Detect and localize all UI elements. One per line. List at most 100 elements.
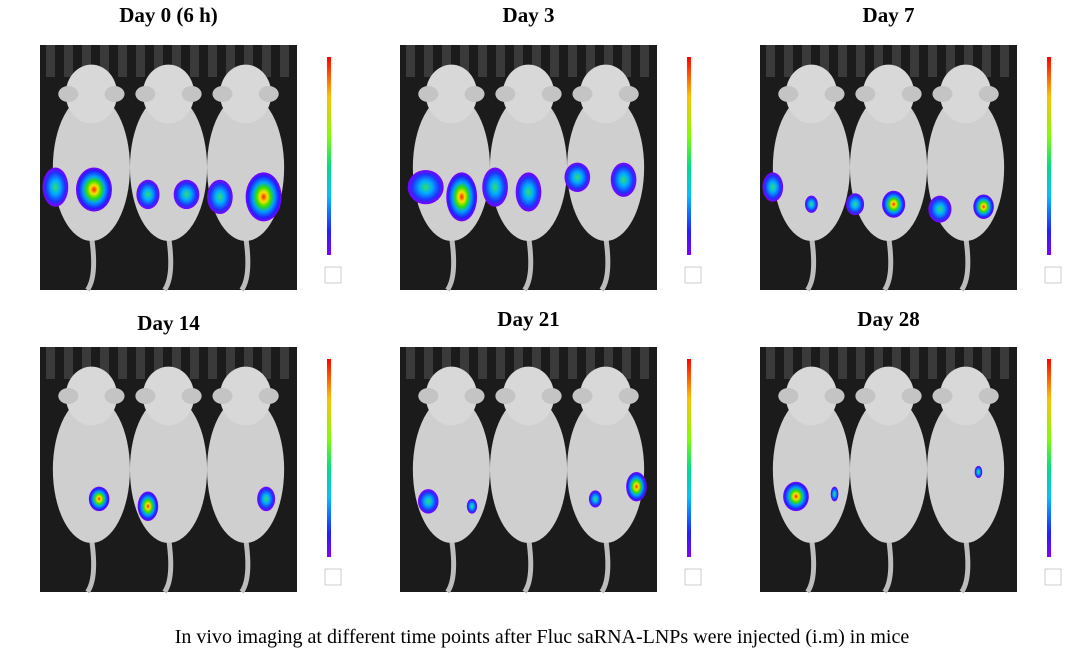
mouse-ear [495,86,516,102]
holder-bar [766,347,775,379]
holder-bar [64,347,73,379]
scale-legend-box [324,266,342,284]
mouse-tail [959,235,971,292]
holder-bar [460,45,469,77]
mouse-tail [599,537,611,594]
holder-bar [64,45,73,77]
panel-title: Day 0 (6 h) [119,3,218,27]
mouse-head [579,64,632,124]
mouse-body [52,94,130,241]
color-scale [327,359,331,557]
mouse-ear [824,388,845,404]
holder-bar [442,347,451,379]
holder-bar [1000,347,1009,379]
holder-bar [964,347,973,379]
mouse-ear [932,86,953,102]
holder-bar [874,45,883,77]
mouse-ear [495,388,516,404]
holder-bar [568,45,577,77]
luminescence-signal [137,491,159,521]
holder-bar [46,347,55,379]
luminescence-signal [245,172,282,222]
holder-bar [586,347,595,379]
mouse-ear [418,86,439,102]
luminescence-signal [882,190,906,218]
holder-bar [514,45,523,77]
luminescence-signal [610,162,637,197]
mouse-head [142,64,195,124]
holder-bar [820,45,829,77]
scale-legend-box [684,266,702,284]
holder-bar [208,347,217,379]
holder-bar [586,45,595,77]
mouse-head [219,366,272,426]
mouse-tail [522,537,534,594]
mouse-head [502,64,555,124]
holder-bar [280,347,289,379]
holder-bar [838,45,847,77]
color-scale [687,57,691,255]
mouse-head [939,64,992,124]
luminescence-signal [830,486,839,502]
mouse-ear [572,388,593,404]
color-scale [1047,359,1051,557]
mouse-ear [212,86,233,102]
holder-bar [928,45,937,77]
luminescence-signal [973,194,994,219]
holder-bar [262,347,271,379]
mouse-tail [882,235,894,292]
mouse-ear [541,388,562,404]
mouse-tail [239,537,251,594]
mouse-ear [618,388,639,404]
mouse-head [425,64,478,124]
mouse-tail [882,537,894,594]
holder-bar [622,45,631,77]
holder-bar [82,45,91,77]
luminescence-signal [783,481,809,512]
luminescence-signal [42,167,69,207]
color-scale [1047,57,1051,255]
caption: In vivo imaging at different time points… [175,626,910,648]
holder-bar [1000,45,1009,77]
mouse-tail [239,235,251,292]
mouse-tail [162,235,174,292]
luminescence-signal [626,471,647,502]
holder-bar [604,45,613,77]
holder-bar [856,45,865,77]
holder-bar [784,347,793,379]
scale-legend-box [1044,266,1062,284]
mouse-tail [599,235,611,292]
holder-bar [496,347,505,379]
panel-title: Day 28 [857,307,919,331]
holder-bar [208,45,217,77]
holder-bar [118,347,127,379]
mouse-ear [572,86,593,102]
holder-bar [280,45,289,77]
mouse-ear [464,86,485,102]
holder-bar [802,45,811,77]
holder-bar [550,347,559,379]
holder-bar [136,347,145,379]
holder-bar [226,347,235,379]
mouse-body [52,396,130,543]
imaging-panel [400,347,657,594]
luminescence-signal [762,172,784,202]
mouse-head [65,366,118,426]
mouse-tail [162,537,174,594]
mouse-ear [135,86,156,102]
mouse-ear [901,388,922,404]
luminescence-signal [564,162,591,192]
holder-bar [910,45,919,77]
luminescence-signal [446,172,478,222]
luminescence-signal [136,179,160,210]
mouse-head [862,64,915,124]
mouse-head [502,366,555,426]
imaging-panel [400,45,657,292]
mouse-ear [181,86,202,102]
holder-bar [46,45,55,77]
holder-bar [514,347,523,379]
panel-title: Day 7 [863,3,915,27]
holder-bar [946,347,955,379]
holder-bar [766,45,775,77]
mouse-ear [258,86,279,102]
